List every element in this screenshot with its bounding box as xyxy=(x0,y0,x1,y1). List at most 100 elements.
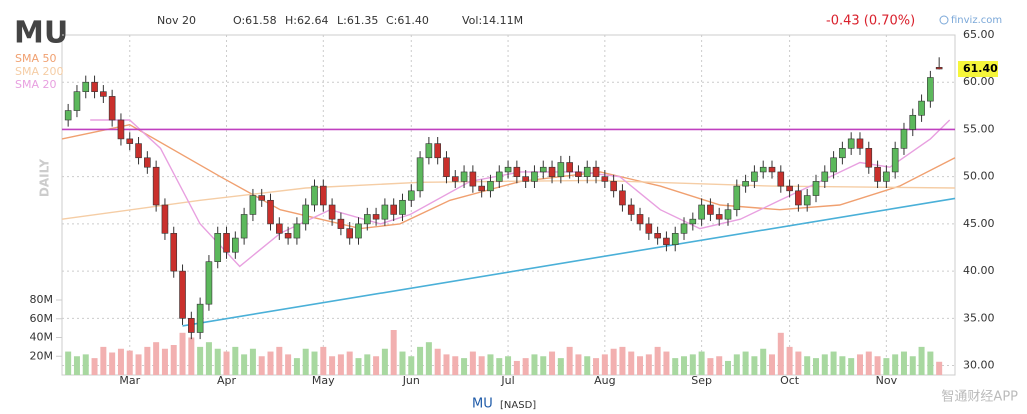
volume-bar xyxy=(874,356,881,375)
x-tick-label: Aug xyxy=(594,374,615,387)
candle-body xyxy=(82,81,90,92)
volume-bar xyxy=(645,354,652,375)
volume-bar xyxy=(549,351,556,375)
volume-bar xyxy=(804,356,811,375)
candle-body xyxy=(795,190,802,206)
volume-bar xyxy=(153,342,160,375)
candle-body xyxy=(469,171,477,187)
volume-bar xyxy=(232,346,239,375)
candle-body xyxy=(671,233,679,245)
x-tick-label: Jul xyxy=(500,374,514,387)
volume-bar xyxy=(786,346,793,375)
candle-body xyxy=(513,166,521,177)
volume-bar xyxy=(769,354,776,375)
candle-body xyxy=(918,100,925,116)
volume-bar xyxy=(82,354,89,375)
candle-body xyxy=(592,166,600,177)
volume-bar xyxy=(381,348,388,375)
candle-body xyxy=(487,181,494,192)
volume-bar xyxy=(707,358,714,375)
candle-body xyxy=(416,157,424,192)
date: Nov 20 xyxy=(157,14,196,27)
volume-bar xyxy=(777,332,784,375)
volume-bar xyxy=(637,356,644,375)
y-tick-label: 40.00 xyxy=(963,264,995,277)
candle-body xyxy=(900,129,908,149)
candle-body xyxy=(355,223,362,239)
candle-body xyxy=(610,181,617,192)
volume-bar xyxy=(830,351,837,375)
candle-body xyxy=(777,171,785,187)
candle-body xyxy=(856,138,864,149)
volume-bar xyxy=(795,351,802,375)
volume-bar xyxy=(443,354,450,375)
volume-bar xyxy=(452,356,459,375)
candle-body xyxy=(276,223,283,234)
x-tick-label: Jun xyxy=(402,374,420,387)
candle-body xyxy=(724,209,732,220)
candle-body xyxy=(144,157,151,168)
candle-body xyxy=(451,176,459,182)
legend-label: SMA 200 xyxy=(15,65,64,78)
volume-bar xyxy=(170,345,177,375)
volume-bar xyxy=(399,351,406,375)
candle-body xyxy=(372,214,380,220)
y-tick-label: 35.00 xyxy=(963,311,995,324)
candle-body xyxy=(583,166,591,177)
candle-body xyxy=(830,157,837,173)
volume-bar xyxy=(936,361,943,375)
volume-bar xyxy=(865,351,872,375)
bottom-ticker: MU xyxy=(472,397,493,412)
candle-body xyxy=(311,185,318,206)
volume-bar xyxy=(373,356,380,375)
volume-bar xyxy=(892,354,899,375)
volume-tick-label: 40M xyxy=(30,331,54,344)
candle-body xyxy=(135,143,142,159)
volume-bar xyxy=(425,342,432,375)
candle-body xyxy=(751,171,758,182)
volume-bar xyxy=(434,348,441,375)
volume-bar xyxy=(346,351,353,375)
volume-bar xyxy=(223,351,230,375)
volume-bar xyxy=(654,346,661,375)
candle-body xyxy=(205,261,213,305)
candle-body xyxy=(161,204,169,234)
volume-bar xyxy=(751,356,758,375)
y-tick-label: 60.00 xyxy=(963,75,995,88)
volume-bar xyxy=(205,342,212,375)
volume-bar xyxy=(593,358,600,375)
candle-body xyxy=(196,303,204,333)
candle-body xyxy=(363,214,371,225)
volume-bar xyxy=(267,351,274,375)
candle-body xyxy=(636,214,644,225)
candle-body xyxy=(707,204,714,215)
volume-bar xyxy=(214,348,221,375)
volume-bar xyxy=(733,354,740,375)
volume-bar xyxy=(601,354,608,375)
volume-bar xyxy=(293,358,300,375)
candle-body xyxy=(645,223,653,234)
volume-bar xyxy=(188,337,195,375)
volume-bar xyxy=(566,346,573,375)
legend-label: SMA 20 xyxy=(15,78,57,91)
candle-body xyxy=(223,233,230,253)
volume-bar xyxy=(821,354,828,375)
source-icon xyxy=(939,15,949,25)
candle-body xyxy=(539,166,547,173)
volume-bar xyxy=(390,330,397,375)
volume-bar xyxy=(161,348,168,375)
volume-bar xyxy=(610,348,617,375)
volume-bar xyxy=(241,354,248,375)
candle-body xyxy=(935,67,943,70)
x-tick-label: Oct xyxy=(780,374,800,387)
candle-body xyxy=(786,185,793,192)
volume-bar xyxy=(839,356,846,375)
candle-body xyxy=(478,185,485,192)
volume-bar xyxy=(619,346,626,375)
volume-bar xyxy=(469,351,476,375)
candle-body xyxy=(927,77,934,102)
volume-bar xyxy=(302,348,309,375)
candle-body xyxy=(601,176,609,182)
candle-body xyxy=(847,138,855,149)
volume-bar xyxy=(742,351,749,375)
